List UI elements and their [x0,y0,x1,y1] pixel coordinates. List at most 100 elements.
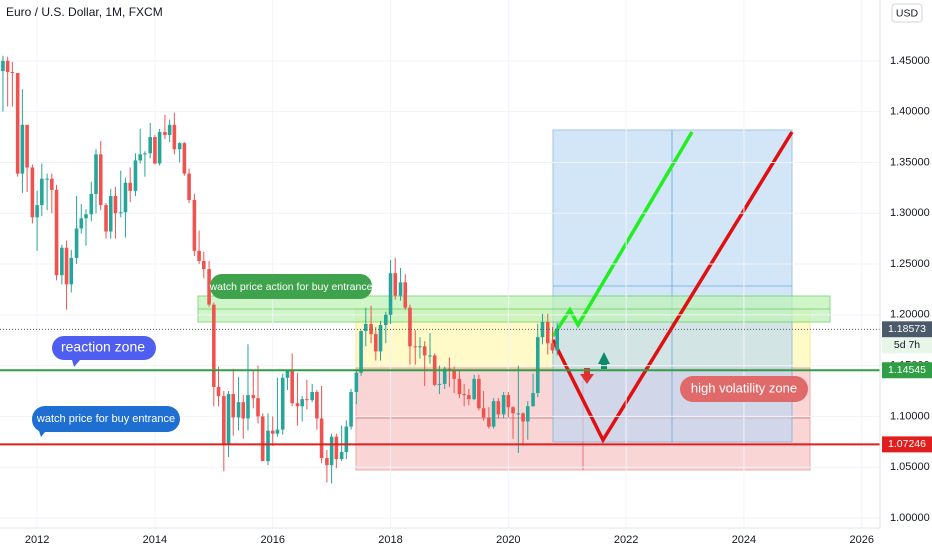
candle-body [349,392,353,427]
candle-body [197,250,201,261]
candle-body [418,346,422,348]
x-tick-label: 2024 [732,534,756,546]
candle-body [236,402,241,418]
y-tick-label: 1.35000 [890,156,930,168]
candle-body [531,393,535,407]
x-tick-label: 2018 [378,534,402,546]
x-tick-label: 2016 [260,534,284,546]
candle-body [69,257,74,285]
y-tick-label: 1.25000 [890,258,930,270]
candle-body [123,182,128,213]
candle-body [334,436,339,460]
candle-body [491,401,496,427]
price-lines [0,328,880,446]
candle-body [25,124,29,168]
candle-body [369,323,373,335]
callouts: watch price action for buy entrance reac… [31,274,808,437]
candle-body [113,195,118,214]
candle-body [98,154,103,206]
countdown-box [882,337,932,354]
candle-body [202,260,206,270]
candle-body [177,143,182,150]
y-tick-label: 1.00000 [890,512,930,524]
callout-text: reaction zone [61,339,145,355]
chart-title: Euro / U.S. Dollar, 1M, FXCM [6,5,163,19]
candle-body [138,154,142,161]
candle-body [133,160,138,191]
candle-body [118,212,123,214]
candle-body [280,377,285,430]
candle-body [437,383,442,385]
candle-body [266,430,270,462]
candle-body [506,395,511,408]
candle-body [501,395,506,415]
bull-path [551,131,694,337]
callout-box [31,406,181,437]
candle-body [60,247,64,276]
candle-body [30,167,35,218]
candle-body [393,273,398,296]
candle-body [275,429,280,434]
candle-body [108,195,113,232]
candle-body [148,137,153,154]
candle-body [256,398,260,417]
candle-body [373,334,378,352]
candle-body [457,378,462,395]
candle-body [477,378,481,409]
price-label: 1.18573 [888,323,926,335]
candle-body [260,416,265,462]
candle-body [207,269,211,305]
candle-body [1,60,5,72]
candle-body [388,273,393,315]
price-label-box [882,436,932,453]
candle-body [540,321,545,338]
x-tick-label: 2012 [25,534,49,546]
callout-box [52,336,156,367]
candle-body [35,205,39,218]
candle-body [167,124,172,136]
y-tick-label: 1.10000 [890,410,930,422]
x-tick-label: 2014 [143,534,167,546]
y-tick-label: 1.45000 [890,55,930,67]
candle-body [216,386,221,397]
y-tick-label: 1.30000 [890,207,930,219]
candle-body [319,418,324,459]
x-tick-label: 2020 [496,534,520,546]
callout-box [680,376,808,402]
price-label: 1.14545 [888,364,926,376]
candle-body [128,182,132,191]
candle-body [452,370,456,379]
price-label-box [882,321,932,338]
candles [1,55,560,484]
candle-body [363,323,368,332]
candle-body [94,154,98,194]
currency-label[interactable]: USD [896,7,919,19]
currency-button[interactable] [891,3,923,23]
candle-body [550,343,555,351]
candle-body [64,247,69,285]
callout-text: watch price action for buy entrance [209,281,373,293]
candle-body [295,403,300,407]
down-arrow [580,368,594,384]
candle-body [339,451,344,460]
candle-body [79,218,84,229]
candle-body [104,205,108,232]
x-tick-label: 2026 [849,534,873,546]
candle-body [290,370,294,404]
candle-body [516,413,521,415]
callout-box [210,274,372,299]
candle-body [408,307,412,347]
candle-body [413,346,418,348]
y-tick-label: 1.05000 [890,461,930,473]
price-label: 1.07246 [888,438,926,450]
candle-body [305,399,309,401]
candle-body [74,228,79,258]
candle-body [384,314,388,325]
grid [0,0,880,528]
candle-body [172,124,177,150]
callout-text: watch price for buy entrance [36,413,175,425]
candle-body [535,337,540,394]
drawings [197,129,831,471]
candle-body [310,392,314,401]
candle-body [20,124,25,174]
